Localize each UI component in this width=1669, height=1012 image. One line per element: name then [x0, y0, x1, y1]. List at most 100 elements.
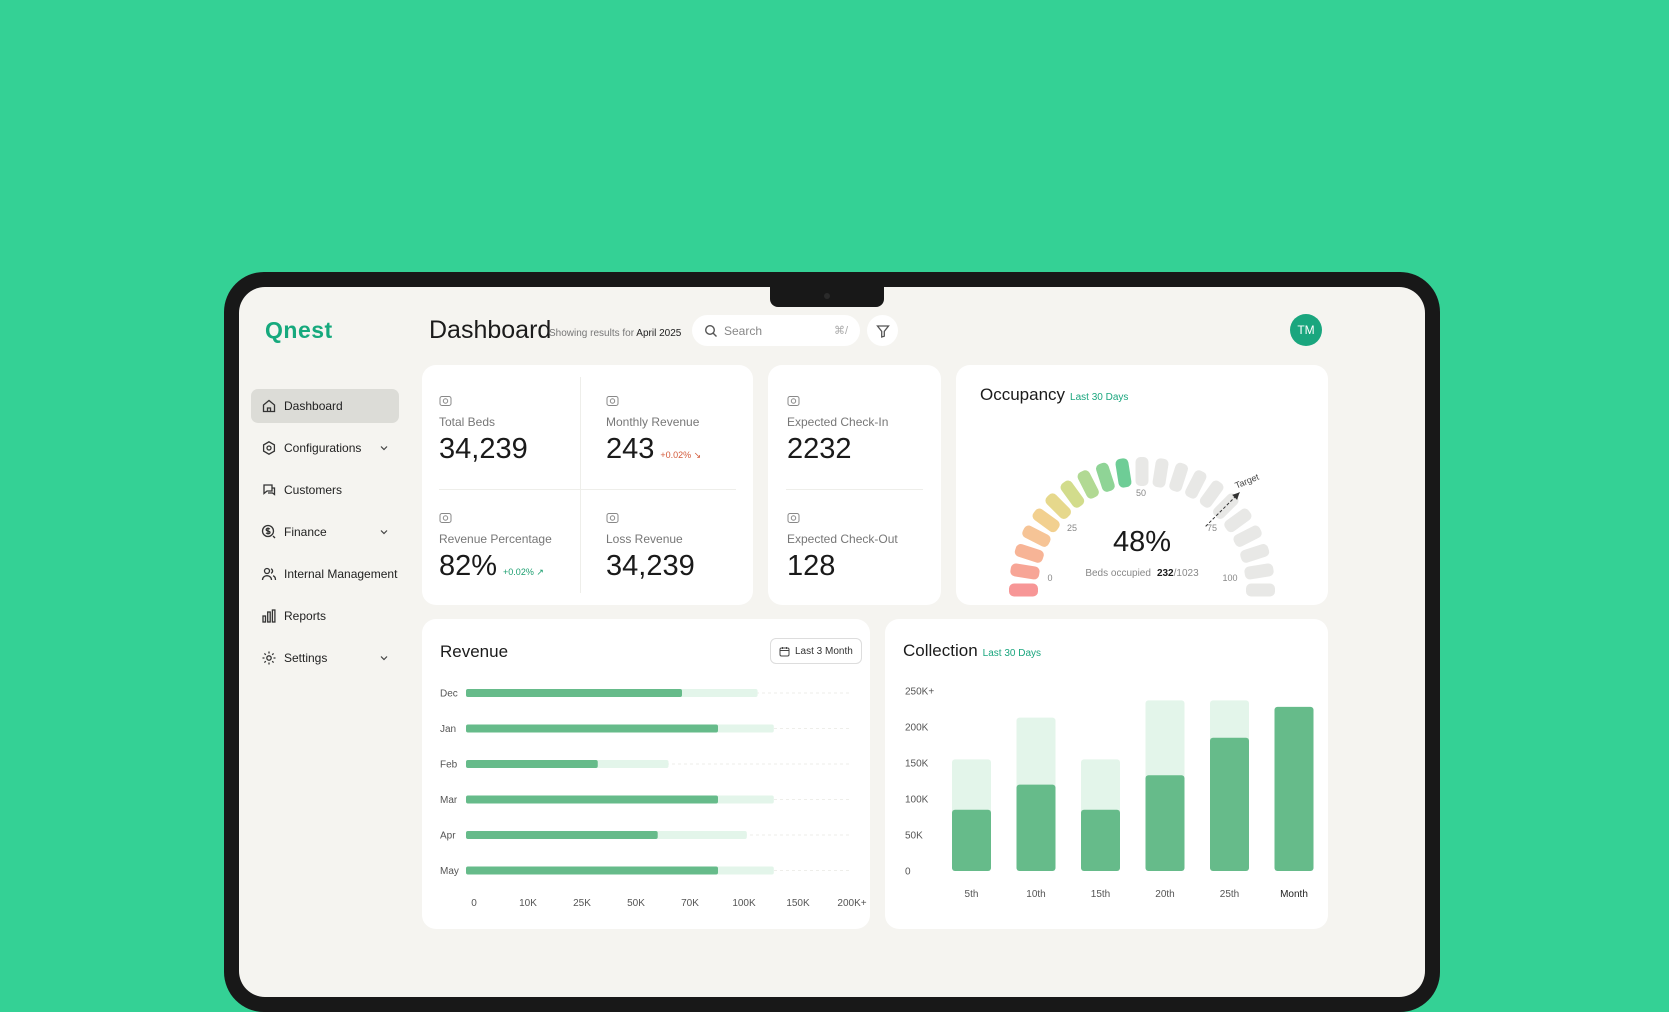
gauge-segment: [1135, 457, 1149, 486]
collection-title-row: Collection Last 30 Days: [903, 641, 1041, 661]
y-axis-label: 250K+: [905, 687, 934, 698]
stats-card-beds-revenue: Total Beds 34,239 Monthly Revenue 243 +0.…: [422, 365, 753, 605]
beds-label: Beds occupied: [1085, 568, 1151, 579]
avatar[interactable]: TM: [1290, 314, 1322, 346]
stat-number: 243: [606, 433, 655, 465]
bar-collected: [1081, 809, 1120, 871]
home-icon: [262, 399, 276, 413]
x-axis-label: 25K: [573, 898, 591, 909]
x-axis-label: 25th: [1220, 889, 1239, 900]
stat-number: 82%: [439, 550, 498, 582]
camera-icon: [439, 513, 452, 523]
sidebar-item-internal-management[interactable]: Internal Management: [251, 557, 399, 591]
stat-total-beds: Total Beds 34,239: [439, 394, 528, 466]
camera-icon: [787, 396, 800, 406]
y-axis-label: Mar: [440, 795, 458, 806]
stat-value: 2232: [787, 433, 888, 466]
gauge-segment: [1077, 470, 1099, 499]
stat-value: 82% +0.02% ↗: [439, 550, 552, 583]
search-input[interactable]: Search ⌘/: [692, 315, 860, 346]
sidebar-item-label: Settings: [284, 651, 328, 665]
gauge-segment: [1240, 544, 1270, 563]
stats-card-checkins: Expected Check-In 2232 Expected Check-Ou…: [768, 365, 941, 605]
gauge-percent: 48%: [1113, 526, 1171, 558]
target-arrow-icon: [1232, 492, 1240, 500]
page-title: Dashboard: [429, 316, 552, 344]
change-badge: +0.02% ↗: [503, 567, 544, 577]
stat-number: 34,239: [439, 433, 528, 465]
stat-label: Total Beds: [439, 415, 496, 429]
bar-chart-icon: [262, 609, 276, 623]
x-axis-label: 10th: [1026, 889, 1045, 900]
gauge-segment: [1010, 563, 1040, 580]
revenue-chart: Dec Jan Feb Mar Apr May 0 10K 25K 50K 70K 100K 150K 2…: [440, 689, 867, 910]
sidebar-item-reports[interactable]: Reports: [251, 599, 399, 633]
gauge-segment: [1199, 480, 1224, 508]
sidebar-item-customers[interactable]: Customers: [251, 473, 399, 507]
stat-label: Revenue Percentage: [439, 532, 552, 546]
sidebar-item-label: Configurations: [284, 441, 362, 455]
filter-icon: [875, 324, 890, 338]
gauge-segment: [1009, 583, 1038, 597]
sidebar-item-configurations[interactable]: Configurations: [251, 431, 399, 465]
chat-icon: [263, 484, 276, 496]
stat-number: 2232: [787, 433, 852, 465]
stat-label: Expected Check-Out: [787, 532, 898, 546]
stat-number: 128: [787, 550, 836, 582]
x-axis-label: Month: [1280, 889, 1308, 900]
x-axis-label: 50K: [627, 898, 645, 909]
bar-actual: [466, 831, 658, 839]
sidebar-item-settings[interactable]: Settings: [251, 641, 399, 675]
sidebar-item-label: Reports: [284, 609, 327, 623]
camera-notch: [770, 287, 884, 307]
bar-actual: [466, 795, 718, 804]
stat-label: Expected Check-In: [787, 415, 889, 429]
subtitle-prefix: Showing results for: [549, 328, 635, 339]
camera-icon: [787, 513, 800, 523]
chevron-down-icon[interactable]: [379, 443, 389, 453]
camera-lens: [824, 293, 830, 299]
chevron-down-icon[interactable]: [379, 527, 389, 537]
x-axis-label: 10K: [519, 898, 537, 909]
gear-icon: [262, 651, 276, 665]
occupancy-title-row: Occupancy Last 30 Days: [980, 385, 1128, 405]
camera-icon: [606, 396, 619, 406]
y-axis-label: Jan: [440, 724, 456, 735]
dollar-icon: [261, 524, 276, 539]
laptop-frame: Qnest Dashboard Configurations Customers…: [224, 272, 1440, 1012]
gauge-scale-label: 0: [1047, 573, 1052, 583]
gauge-segment: [1032, 508, 1060, 533]
filter-button[interactable]: [867, 315, 898, 346]
gauge-segment: [1096, 462, 1115, 492]
bar-collected: [952, 809, 991, 871]
app-logo[interactable]: Qnest: [265, 317, 333, 343]
config-icon: [262, 441, 276, 455]
stat-value: 128: [787, 550, 898, 583]
stat-loss-revenue: Loss Revenue 34,239: [606, 511, 695, 583]
beds-total: /1023: [1174, 568, 1199, 579]
y-axis-label: 50K: [905, 831, 923, 842]
sidebar-item-dashboard[interactable]: Dashboard: [251, 389, 399, 423]
sidebar-item-label: Customers: [284, 483, 343, 497]
y-axis-label: Feb: [440, 760, 458, 771]
target-label: Target: [1233, 472, 1260, 491]
gauge-segment: [1115, 458, 1132, 488]
calendar-icon: [779, 646, 790, 656]
chevron-down-icon[interactable]: [379, 653, 389, 663]
divider: [786, 489, 923, 490]
date-range-button[interactable]: Last 3 Month: [770, 638, 862, 664]
sidebar-item-label: Dashboard: [284, 399, 343, 413]
gauge-segment: [1246, 583, 1275, 597]
divider: [580, 377, 581, 593]
stat-number: 34,239: [606, 550, 695, 582]
y-axis-label: Dec: [440, 689, 458, 700]
gauge-segment: [1014, 544, 1044, 563]
gauge-segment: [1169, 462, 1188, 492]
bar-collected: [1274, 706, 1314, 871]
gauge-scale-label: 100: [1222, 573, 1237, 583]
gauge-segment: [1233, 525, 1262, 547]
stat-label: Monthly Revenue: [606, 415, 700, 429]
bar-collected: [1016, 784, 1056, 871]
x-axis-label: 100K: [732, 898, 756, 909]
sidebar-item-finance[interactable]: Finance: [251, 515, 399, 549]
